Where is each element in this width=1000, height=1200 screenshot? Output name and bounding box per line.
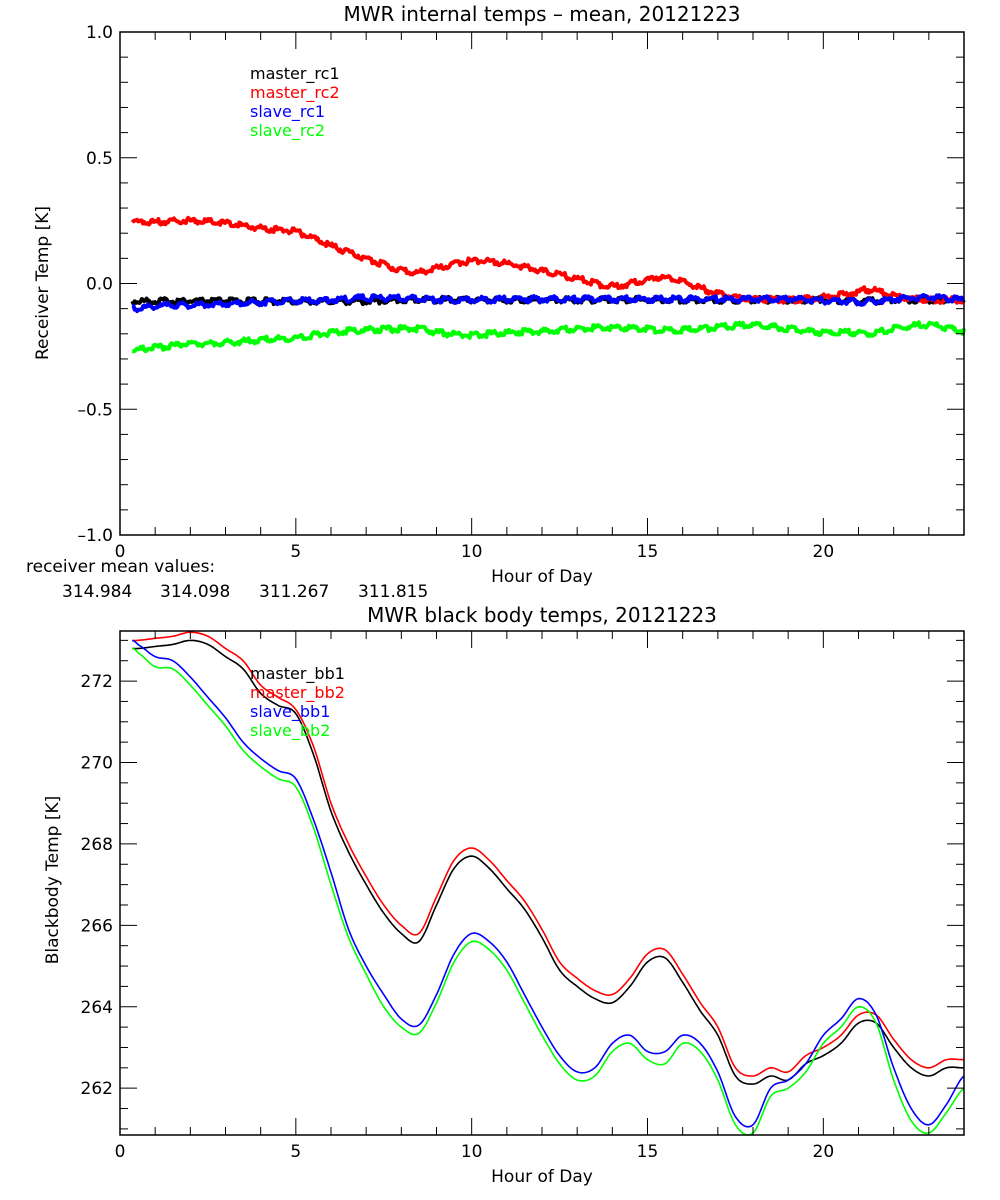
top-series-slave_rc2	[131, 320, 966, 354]
bottom-x-axis-label: Hour of Day	[491, 1167, 593, 1187]
bottom-y-tick-label: 268	[81, 835, 113, 855]
bottom-y-tick-label: 266	[81, 916, 113, 936]
bottom-tick-labels: 0 5 10 15 20 262 264 266 268 270 272	[81, 672, 835, 1162]
receiver-mean-value: 311.815	[358, 582, 428, 602]
bottom-legend-item: slave_bb2	[250, 721, 330, 741]
receiver-mean-values: 314.984 314.098 311.267 311.815	[62, 582, 428, 602]
top-x-tick-label: 15	[637, 542, 659, 562]
top-series-master_rc2	[130, 215, 965, 305]
top-y-tick-label: –1.0	[77, 526, 113, 546]
top-legend-item: slave_rc1	[250, 102, 325, 122]
bottom-y-axis-label: Blackbody Temp [K]	[43, 796, 63, 965]
receiver-mean-value: 314.984	[62, 582, 132, 602]
top-y-axis-label: Receiver Temp [K]	[33, 206, 53, 360]
bottom-series-master_bb1	[132, 639, 964, 1085]
bottom-y-tick-label: 264	[81, 998, 113, 1018]
bottom-axis-ticks	[120, 631, 964, 1135]
blackbody-temp-plot: MWR black body temps, 20121223 0 5 10 15 20 2…	[43, 603, 965, 1187]
bottom-legend-item: master_bb2	[250, 683, 345, 703]
top-series-slave_rc1	[131, 293, 965, 314]
top-plot-frame	[119, 31, 965, 536]
receiver-temp-plot: MWR internal temps – mean, 20121223 0 5 10…	[26, 2, 966, 602]
bottom-x-tick-label: 10	[461, 1142, 483, 1162]
receiver-mean-value: 311.267	[259, 582, 329, 602]
bottom-series-slave_bb2	[132, 647, 965, 1136]
top-y-tick-label: –0.5	[77, 400, 113, 420]
top-series-group	[130, 215, 966, 354]
bottom-x-tick-label: 5	[290, 1142, 301, 1162]
top-legend-item: master_rc1	[250, 64, 340, 84]
bottom-y-tick-label: 270	[81, 753, 113, 773]
top-x-tick-label: 20	[813, 542, 835, 562]
top-y-tick-label: 0.0	[86, 275, 113, 295]
bottom-y-tick-label: 272	[81, 672, 113, 692]
bottom-y-tick-label: 262	[81, 1079, 113, 1099]
bottom-chart-title: MWR black body temps, 20121223	[367, 603, 717, 627]
bottom-x-tick-label: 20	[813, 1142, 835, 1162]
top-chart-title: MWR internal temps – mean, 20121223	[343, 2, 740, 26]
bottom-series-slave_bb1	[131, 639, 965, 1128]
top-legend-item: slave_rc2	[250, 121, 325, 141]
top-legend-item: master_rc2	[250, 83, 340, 103]
bottom-series-master_bb2	[132, 631, 965, 1077]
bottom-legend-item: slave_bb1	[250, 702, 330, 722]
bottom-x-tick-label: 0	[115, 1142, 126, 1162]
bottom-legend-item: master_bb1	[250, 664, 345, 684]
bottom-plot-frame	[119, 630, 965, 1136]
top-x-tick-label: 10	[461, 542, 483, 562]
top-x-tick-label: 5	[290, 542, 301, 562]
bottom-series-group	[131, 631, 965, 1136]
bottom-x-tick-label: 15	[637, 1142, 659, 1162]
top-x-tick-label: 0	[115, 542, 126, 562]
top-axis-ticks	[120, 32, 964, 535]
top-y-tick-label: 1.0	[86, 23, 113, 43]
top-tick-labels: 0 5 10 15 20 –1.0 –0.5 0.0 0.5 1.0	[77, 23, 834, 562]
receiver-mean-label: receiver mean values:	[26, 557, 215, 577]
top-x-axis-label: Hour of Day	[491, 567, 593, 587]
top-y-tick-label: 0.5	[86, 149, 113, 169]
receiver-mean-value: 314.098	[160, 582, 230, 602]
